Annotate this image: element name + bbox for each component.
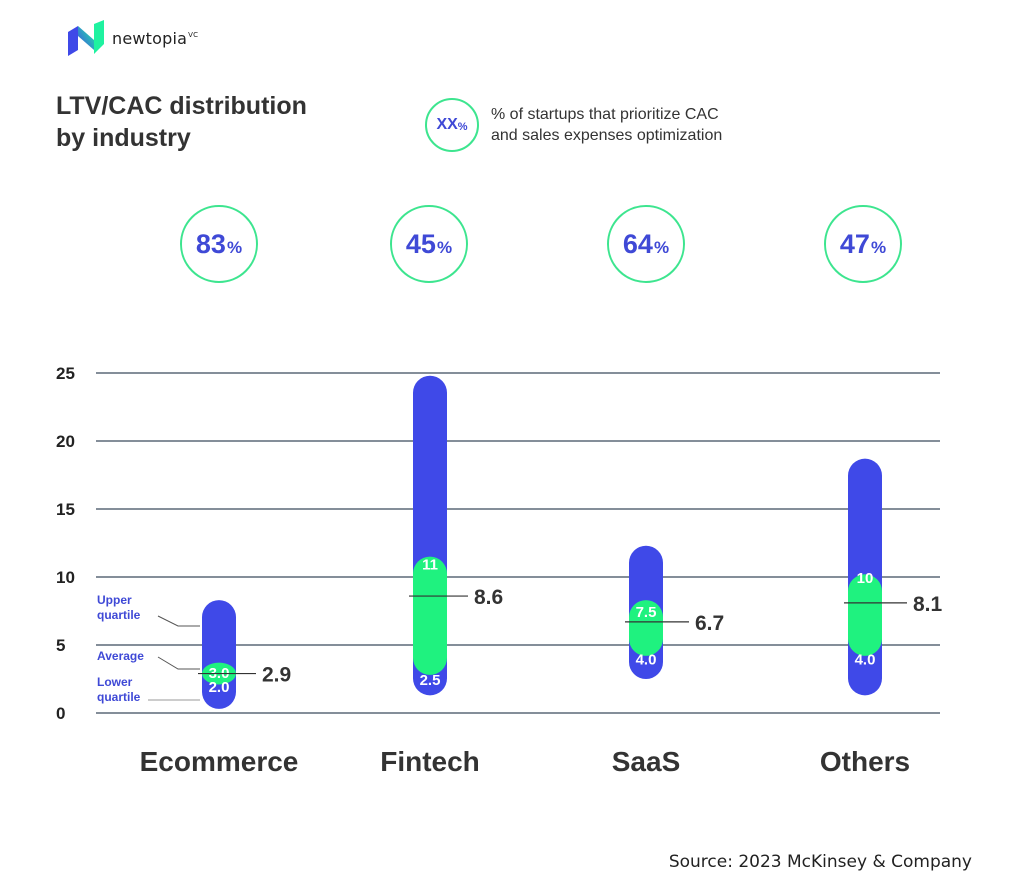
category-label: Ecommerce bbox=[139, 746, 299, 777]
priority-percent-value: 47 bbox=[839, 228, 870, 259]
average-value-label: 8.6 bbox=[474, 586, 503, 609]
annotation-upper-quartile-line: Upper bbox=[97, 593, 132, 607]
upper-quartile-label: 10 bbox=[857, 570, 874, 587]
chart-title-line: LTV/CAC distribution bbox=[56, 92, 307, 120]
priority-percent-circle: 83% bbox=[180, 205, 258, 283]
lower-quartile-label: 2.5 bbox=[420, 672, 441, 689]
average-band bbox=[848, 574, 882, 656]
category-label: SaaS bbox=[611, 746, 681, 777]
lower-quartile-label: 2.0 bbox=[209, 679, 230, 696]
upper-quartile-label: 7.5 bbox=[636, 604, 657, 621]
average-value-label: 2.9 bbox=[262, 664, 291, 687]
percent-sign: % bbox=[870, 237, 887, 257]
lower-quartile-label: 4.0 bbox=[636, 652, 657, 669]
y-tick-label: 10 bbox=[56, 568, 75, 587]
priority-percent-circle: 64% bbox=[607, 205, 685, 283]
annotation-lower-quartile-line: quartile bbox=[97, 690, 141, 704]
annotation-average: Average bbox=[97, 649, 144, 663]
upper-quartile-label: 11 bbox=[422, 556, 438, 573]
priority-percent-value: 64 bbox=[622, 228, 653, 259]
y-tick-label: 5 bbox=[56, 636, 65, 655]
lower-quartile-label: 4.0 bbox=[855, 652, 876, 669]
legend: XX% % of startups that prioritize CAC an… bbox=[425, 98, 771, 152]
legend-text-line: and sales expenses optimization bbox=[491, 127, 723, 144]
priority-percent-value: 45 bbox=[405, 228, 436, 259]
chart-title-line: by industry bbox=[56, 124, 191, 152]
annotation-upper-quartile-line: quartile bbox=[97, 608, 141, 622]
annotation-upper-pointer bbox=[157, 615, 200, 627]
legend-symbol-number: XX bbox=[436, 116, 458, 133]
y-tick-label: 25 bbox=[56, 364, 75, 383]
legend-symbol-unit: % bbox=[457, 120, 468, 133]
source-note: Source: 2023 McKinsey & Company bbox=[668, 852, 972, 872]
priority-percent-value: 83 bbox=[195, 228, 226, 259]
percent-sign: % bbox=[436, 237, 453, 257]
priority-percent-circle: 45% bbox=[390, 205, 468, 283]
brand-logo: newtopiaVC bbox=[66, 20, 198, 56]
category-label: Others bbox=[819, 746, 911, 777]
legend-text-line: % of startups that prioritize CAC bbox=[491, 106, 719, 123]
y-tick-label: 20 bbox=[56, 432, 75, 451]
average-band bbox=[629, 600, 663, 656]
percent-sign: % bbox=[226, 237, 243, 257]
priority-percent-circle: 47% bbox=[824, 205, 902, 283]
average-value-label: 8.1 bbox=[913, 593, 943, 616]
newtopia-logo-icon bbox=[68, 20, 104, 56]
y-tick-label: 15 bbox=[56, 500, 75, 519]
legend-symbol: XX% bbox=[425, 98, 479, 152]
legend-text: % of startups that prioritize CAC and sa… bbox=[491, 104, 771, 146]
average-value-label: 6.7 bbox=[695, 612, 724, 635]
annotation-average-pointer bbox=[157, 656, 200, 670]
brand-name: newtopiaVC bbox=[112, 28, 199, 48]
annotation-lower-quartile-line: Lower bbox=[97, 675, 133, 689]
chart-title: LTV/CAC distribution by industry bbox=[56, 90, 376, 154]
average-band bbox=[413, 556, 447, 675]
percent-sign: % bbox=[653, 237, 670, 257]
y-tick-label: 0 bbox=[56, 704, 65, 723]
category-label: Fintech bbox=[380, 746, 480, 777]
